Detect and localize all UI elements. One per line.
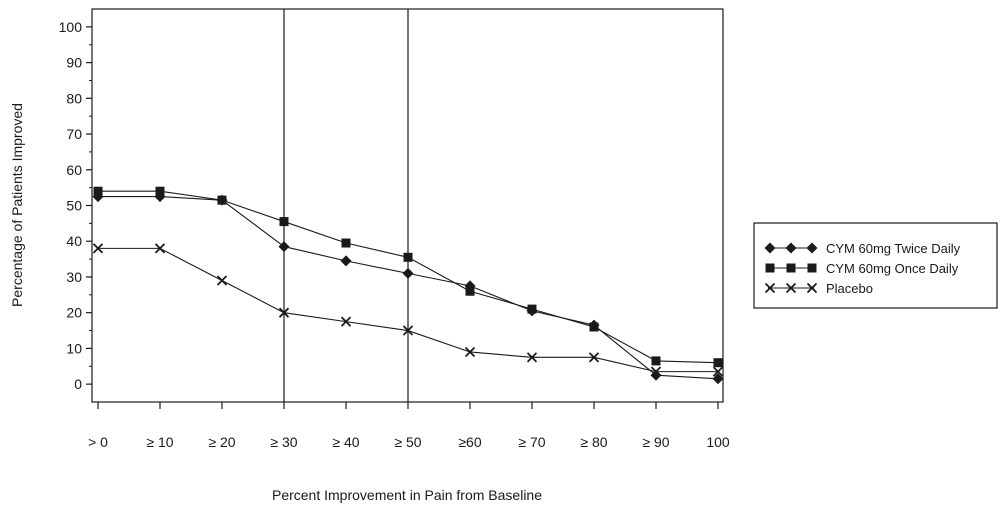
x-tick-label: 100	[706, 434, 730, 450]
legend-marker-diamond	[764, 242, 776, 254]
x-tick-label: ≥ 20	[208, 434, 235, 450]
data-point-x	[278, 307, 290, 318]
y-axis: 0 10 20 30 40 50 60 70 80 90 100	[59, 19, 92, 392]
legend-marker-square	[807, 263, 817, 273]
y-tick-label: 10	[66, 340, 82, 356]
legend-label: CYM 60mg Twice Daily	[826, 241, 961, 256]
legend-marker-square	[786, 263, 796, 273]
data-point-square	[341, 238, 351, 248]
data-point-x	[588, 352, 600, 363]
y-tick-label: 40	[66, 233, 82, 249]
y-tick-label: 50	[66, 198, 82, 214]
x-tick-label: ≥ 70	[518, 434, 545, 450]
data-point-square	[93, 186, 103, 196]
y-tick-label: 80	[66, 90, 82, 106]
data-point-diamond	[712, 373, 724, 385]
data-point-x	[526, 352, 538, 363]
data-point-square	[403, 252, 413, 262]
x-tick-label: ≥ 90	[642, 434, 669, 450]
x-tick-label: ≥ 80	[580, 434, 607, 450]
y-tick-label: 20	[66, 305, 82, 321]
data-point-x	[154, 243, 166, 254]
legend-entry: Placebo	[764, 281, 873, 296]
legend: CYM 60mg Twice Daily CYM 60mg Once Daily P…	[753, 222, 998, 309]
x-tick-label: > 0	[88, 434, 108, 450]
data-point-x	[402, 325, 414, 336]
data-point-square	[465, 286, 475, 296]
legend-marker-diamond	[785, 242, 797, 254]
reference-lines	[283, 9, 409, 402]
x-tick-label: ≥ 10	[146, 434, 173, 450]
data-point-square	[651, 356, 661, 366]
legend-marker-square	[765, 263, 775, 273]
data-point-square	[217, 195, 227, 205]
legend-entry: CYM 60mg Twice Daily	[764, 241, 961, 256]
legend-marker-x	[785, 282, 797, 294]
y-tick-label: 30	[66, 269, 82, 285]
data-point-square	[155, 186, 165, 196]
legend-marker-x	[806, 282, 818, 294]
y-axis-title: Percentage of Patients Improved	[9, 103, 25, 307]
x-tick-label: ≥ 50	[394, 434, 421, 450]
data-point-square	[527, 304, 537, 314]
data-point-x	[650, 366, 662, 377]
y-tick-label: 90	[66, 55, 82, 71]
data-point-diamond	[402, 267, 414, 279]
data-point-x	[216, 275, 228, 286]
legend-entry: CYM 60mg Once Daily	[765, 261, 959, 276]
data-point-diamond	[340, 255, 352, 267]
legend-label: Placebo	[826, 281, 873, 296]
data-point-square	[589, 322, 599, 332]
legend-marker-x	[764, 282, 776, 294]
series-layer	[92, 186, 724, 385]
x-tick-label: ≥60	[458, 434, 481, 450]
data-point-square	[713, 358, 723, 368]
series-x	[92, 243, 724, 377]
x-tick-label: ≥ 30	[270, 434, 297, 450]
data-point-x	[712, 366, 724, 377]
y-tick-label: 70	[66, 126, 82, 142]
x-tick-label: ≥ 40	[332, 434, 359, 450]
y-tick-label: 60	[66, 162, 82, 178]
y-tick-label: 0	[74, 376, 82, 392]
data-point-x	[92, 243, 104, 254]
data-point-x	[464, 346, 476, 358]
y-tick-label: 100	[59, 19, 83, 35]
legend-label: CYM 60mg Once Daily	[826, 261, 959, 276]
legend-marker-diamond	[806, 242, 818, 254]
legend-items: CYM 60mg Twice Daily CYM 60mg Once Daily P…	[764, 241, 961, 296]
data-point-diamond	[278, 241, 290, 253]
series-square	[93, 186, 723, 368]
data-point-diamond	[650, 369, 662, 381]
data-point-square	[279, 217, 289, 227]
data-point-x	[340, 316, 352, 327]
x-axis-title: Percent Improvement in Pain from Baselin…	[272, 487, 542, 503]
x-axis: > 0 ≥ 10 ≥ 20 ≥ 30 ≥ 40 ≥ 50 ≥60 ≥ 70 ≥ 80 ≥ 90 10…	[88, 402, 730, 450]
